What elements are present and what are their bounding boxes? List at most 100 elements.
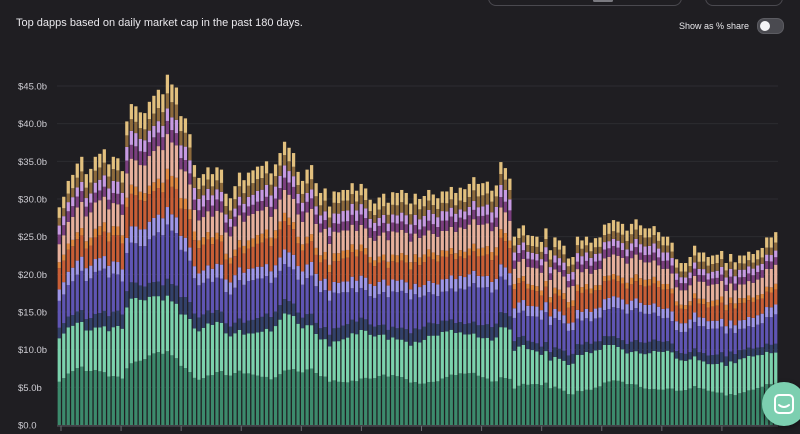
bar-segment	[233, 275, 237, 288]
bar-stack	[548, 250, 553, 425]
bar-segment	[706, 390, 710, 425]
bar-segment	[720, 318, 724, 327]
bar-segment	[305, 201, 309, 213]
bar-segment	[539, 241, 544, 252]
bar-segment	[643, 237, 647, 247]
bar-segment	[620, 283, 625, 300]
bar-segment	[255, 201, 260, 212]
bar-segment	[472, 219, 476, 244]
bar-segment	[702, 261, 706, 270]
bar-segment	[314, 196, 318, 207]
bar-segment	[278, 188, 282, 200]
bar-segment	[494, 278, 498, 290]
bar-segment	[661, 289, 665, 309]
bar-segment	[57, 338, 61, 382]
bar-segment	[314, 247, 318, 255]
bar-segment	[684, 353, 688, 361]
bar-segment	[309, 179, 314, 190]
bar-segment	[269, 206, 273, 217]
bar-segment	[490, 212, 494, 223]
bar-segment	[440, 331, 444, 379]
bar-segment	[107, 316, 111, 332]
bar-segment	[386, 202, 390, 215]
bar-segment	[404, 254, 408, 263]
bar-segment	[724, 270, 728, 278]
chat-button[interactable]	[762, 382, 800, 426]
y-tick-label: $25.0b	[18, 232, 47, 243]
bar-stack	[440, 191, 444, 425]
bar-segment	[98, 167, 102, 180]
bar-segment	[318, 292, 323, 329]
bar-segment	[620, 257, 625, 278]
bar-segment	[147, 119, 151, 131]
bar-segment	[458, 217, 462, 228]
y-tick-label: $35.0b	[18, 157, 47, 168]
bar-stack	[278, 153, 282, 425]
bar-segment	[715, 277, 719, 285]
bar-segment	[670, 352, 674, 389]
bar-segment	[282, 221, 287, 250]
bar-segment	[323, 278, 327, 291]
bar-segment	[305, 325, 309, 370]
percent-share-toggle[interactable]: Show as % share	[679, 18, 784, 34]
bar-segment	[391, 214, 395, 223]
bar-segment	[350, 183, 354, 195]
toggle-switch[interactable]	[757, 18, 784, 34]
bar-segment	[183, 297, 188, 315]
bar-segment	[625, 230, 629, 241]
bar-stack	[237, 172, 242, 425]
bar-segment	[237, 318, 242, 330]
bar-stack	[291, 153, 296, 425]
bar-segment	[476, 275, 480, 288]
bar-segment	[774, 289, 778, 305]
bar-segment	[530, 341, 535, 351]
bar-segment	[192, 187, 197, 200]
bar-segment	[125, 197, 129, 207]
bar-segment	[409, 262, 413, 270]
bar-segment	[751, 327, 755, 349]
bar-segment	[346, 292, 350, 325]
bar-segment	[720, 296, 724, 303]
bar-segment	[237, 280, 242, 319]
bar-segment	[80, 270, 84, 311]
bar-stack	[598, 237, 602, 425]
bar-stack	[467, 183, 471, 425]
bar-segment	[476, 287, 480, 326]
bar-segment	[373, 203, 377, 216]
bar-segment	[373, 336, 377, 379]
bar-segment	[539, 272, 544, 291]
bar-stack	[98, 153, 102, 425]
bar-segment	[183, 251, 188, 298]
bar-segment	[535, 286, 539, 292]
bar-segment	[282, 370, 287, 425]
bar-segment	[512, 308, 516, 318]
bar-segment	[134, 195, 138, 227]
bar-segment	[494, 337, 498, 382]
bar-segment	[638, 244, 643, 253]
bar-stack	[120, 171, 124, 425]
bar-segment	[706, 265, 710, 274]
bar-segment	[589, 251, 593, 258]
bar-segment	[607, 233, 611, 242]
bar-segment	[512, 350, 516, 389]
bar-segment	[237, 329, 242, 371]
bar-segment	[300, 193, 305, 203]
bar-segment	[512, 260, 516, 269]
bar-segment	[765, 268, 769, 287]
bar-segment	[589, 293, 593, 313]
bar-segment	[661, 252, 665, 261]
bar-segment	[449, 329, 453, 375]
bar-series	[57, 74, 778, 425]
bar-segment	[116, 226, 120, 236]
bar-segment	[282, 249, 287, 264]
bar-segment	[355, 256, 359, 281]
bar-segment	[80, 191, 84, 202]
bar-segment	[125, 237, 129, 253]
bar-segment	[219, 264, 224, 279]
bar-stack	[620, 223, 625, 425]
bar-segment	[255, 332, 260, 376]
bar-segment	[224, 279, 228, 293]
bar-segment	[580, 311, 584, 321]
bar-segment	[580, 320, 584, 345]
bar-segment	[598, 290, 602, 308]
